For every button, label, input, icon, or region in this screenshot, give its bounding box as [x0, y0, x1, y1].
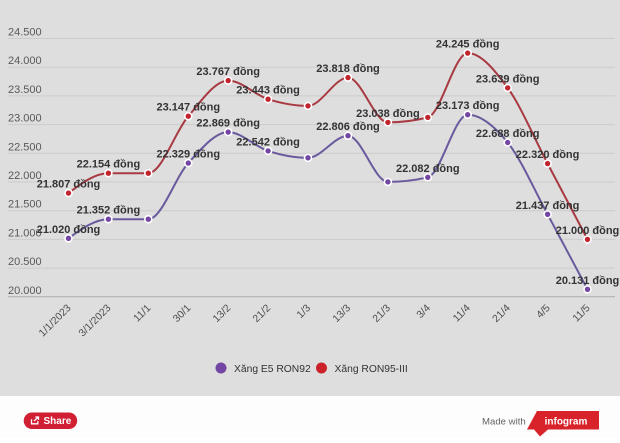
svg-text:21.437 đồng: 21.437 đồng	[516, 200, 580, 212]
svg-text:20.131 đồng: 20.131 đồng	[556, 275, 620, 287]
svg-text:24.000: 24.000	[8, 55, 42, 67]
svg-text:Xăng E5 RON92: Xăng E5 RON92	[234, 364, 311, 375]
svg-text:21.000: 21.000	[8, 227, 42, 239]
svg-text:21.500: 21.500	[8, 199, 42, 211]
svg-text:22.688 đồng: 22.688 đồng	[476, 128, 540, 140]
svg-text:Xăng RON95-III: Xăng RON95-III	[335, 364, 408, 375]
svg-text:21.807 đồng: 21.807 đồng	[37, 179, 101, 191]
svg-text:23.038 đồng: 23.038 đồng	[356, 108, 420, 120]
svg-text:21.352 đồng: 21.352 đồng	[77, 205, 141, 217]
svg-text:Share: Share	[44, 416, 72, 427]
svg-text:23.173 đồng: 23.173 đồng	[436, 100, 500, 112]
svg-text:22.320 đồng: 22.320 đồng	[516, 149, 580, 161]
svg-text:23.767 đồng: 23.767 đồng	[196, 66, 260, 78]
svg-text:23.443 đồng: 23.443 đồng	[236, 85, 300, 97]
svg-text:Made with: Made with	[482, 416, 526, 427]
svg-text:23.639 đồng: 23.639 đồng	[476, 73, 540, 85]
svg-text:22.806 đồng: 22.806 đồng	[316, 121, 380, 133]
svg-text:22.082 đồng: 22.082 đồng	[396, 163, 460, 175]
svg-text:22.000: 22.000	[8, 170, 42, 182]
svg-text:infogram: infogram	[545, 417, 588, 428]
svg-text:23.818 đồng: 23.818 đồng	[316, 63, 380, 75]
svg-text:20.000: 20.000	[8, 285, 42, 297]
svg-text:22.869 đồng: 22.869 đồng	[196, 118, 260, 130]
svg-text:21.020 đồng: 21.020 đồng	[37, 224, 101, 236]
svg-text:22.329 đồng: 22.329 đồng	[157, 149, 221, 161]
svg-text:22.154 đồng: 22.154 đồng	[77, 159, 141, 171]
svg-text:21.000 đồng: 21.000 đồng	[556, 225, 620, 237]
svg-text:24.500: 24.500	[8, 27, 42, 39]
svg-text:23.000: 23.000	[8, 113, 42, 125]
svg-text:22.500: 22.500	[8, 141, 42, 153]
svg-text:24.245 đồng: 24.245 đồng	[436, 39, 500, 51]
svg-text:22.542 đồng: 22.542 đồng	[236, 136, 300, 148]
svg-text:23.147 đồng: 23.147 đồng	[157, 102, 221, 114]
svg-text:23.500: 23.500	[8, 84, 42, 96]
svg-text:20.500: 20.500	[8, 256, 42, 268]
